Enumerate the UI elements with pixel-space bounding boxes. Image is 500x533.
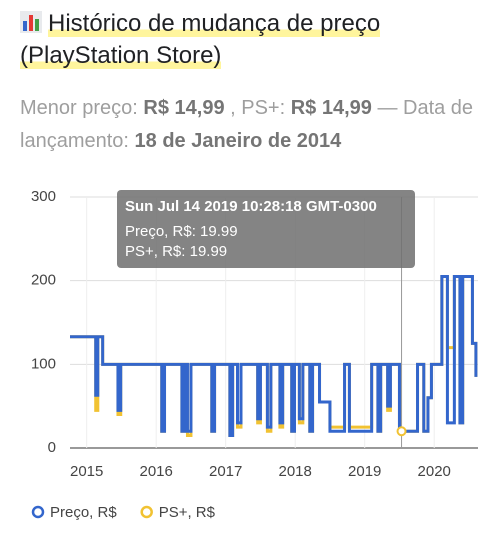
x-tick-label: 2019 <box>348 463 381 480</box>
legend-marker <box>140 505 153 519</box>
summary-part: 18 de Janeiro de 2014 <box>134 130 342 152</box>
summary-part: R$ 14,99 <box>290 97 372 119</box>
tooltip-item: PS+, R$: 19.99 <box>125 243 227 260</box>
chart: 0 100 200 300 2015 2016 2017 2018 2019 2020 Sun Ju… <box>31 188 478 521</box>
y-tick-label: 300 <box>31 188 56 205</box>
x-tick-label: 2020 <box>418 463 451 480</box>
x-tick-label: 2015 <box>70 463 103 480</box>
header: Histórico de mudança de preço (PlayStati… <box>20 8 460 72</box>
summary-part: — Data de lançamento: <box>20 97 474 152</box>
y-tick-label: 0 <box>48 439 56 456</box>
tooltip-title: Sun Jul 14 2019 10:28:18 GMT-0300 <box>125 198 377 215</box>
title: Histórico de mudança de preço (PlayStati… <box>20 10 381 69</box>
legend-marker <box>31 505 45 519</box>
x-tick-label: 2018 <box>279 463 312 480</box>
series-line <box>70 274 478 437</box>
x-tick-label: 2017 <box>209 463 242 480</box>
y-tick-label: 200 <box>31 272 56 289</box>
summary: Menor preço: R$ 14,99 , PS+: R$ 14,99 — … <box>20 92 490 158</box>
summary-part: , PS+: <box>224 97 291 119</box>
tooltip-marker <box>396 426 407 437</box>
y-tick-label: 100 <box>31 355 56 372</box>
legend-label: Preço, R$ <box>50 504 117 521</box>
tooltip-item: Preço, R$: 19.99 <box>125 223 238 240</box>
summary-part: Menor preço: <box>20 97 144 119</box>
tooltip-box <box>117 190 415 268</box>
legend-label: PS+, R$ <box>159 504 216 521</box>
series-line <box>70 274 478 437</box>
icon <box>20 11 42 33</box>
x-tick-label: 2016 <box>139 463 172 480</box>
summary-part: R$ 14,99 <box>143 97 225 119</box>
